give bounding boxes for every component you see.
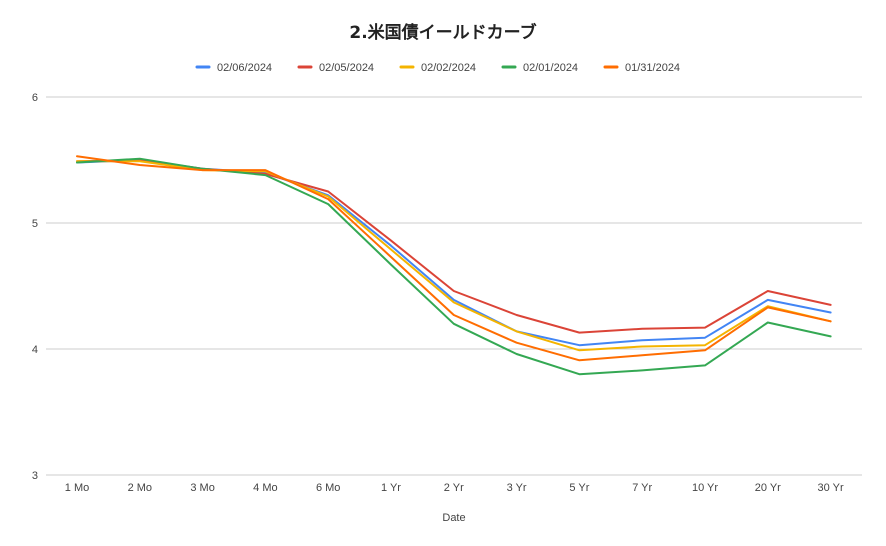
y-tick-label: 5 (32, 218, 38, 230)
legend-item[interactable]: 02/02/2024 (399, 62, 476, 74)
x-tick-label: 7 Yr (632, 482, 652, 494)
x-tick-label: 3 Yr (507, 482, 527, 494)
legend-item[interactable]: 02/05/2024 (297, 62, 374, 74)
x-tick-label: 6 Mo (316, 482, 340, 494)
legend-item[interactable]: 02/06/2024 (195, 62, 272, 74)
x-tick-label: 4 Mo (253, 482, 277, 494)
x-axis-title: Date (442, 512, 465, 524)
series-line-01-31-2024[interactable] (76, 155, 832, 362)
x-tick-label: 1 Mo (65, 482, 89, 494)
x-tick-label: 3 Mo (190, 482, 214, 494)
series-line-02-05-2024[interactable] (76, 159, 832, 334)
legend-label: 02/01/2024 (523, 62, 578, 74)
x-tick-label: 5 Yr (569, 482, 589, 494)
x-tick-label: 2 Mo (128, 482, 152, 494)
y-tick-label: 6 (32, 92, 38, 104)
series-line-02-06-2024[interactable] (76, 159, 832, 347)
chart-legend: 02/06/2024 02/05/2024 02/02/2024 02/01/2024… (195, 62, 680, 74)
legend-item[interactable]: 01/31/2024 (603, 62, 680, 74)
x-tick-label: 20 Yr (755, 482, 781, 494)
gridlines (46, 96, 862, 476)
legend-label: 02/06/2024 (217, 62, 272, 74)
legend-item[interactable]: 02/01/2024 (501, 62, 578, 74)
y-tick-label: 4 (32, 344, 38, 356)
series-line-02-01-2024[interactable] (76, 157, 832, 376)
x-tick-label: 2 Yr (444, 482, 464, 494)
y-axis: 3 4 5 6 (32, 92, 38, 482)
legend-label: 01/31/2024 (625, 62, 680, 74)
series-lines (76, 155, 832, 376)
legend-label: 02/02/2024 (421, 62, 476, 74)
chart-title: 2.米国債イールドカーブ (349, 22, 536, 43)
series-line-02-02-2024[interactable] (76, 160, 832, 352)
x-axis: 1 Mo 2 Mo 3 Mo 4 Mo 6 Mo 1 Yr 2 Yr 3 Yr 5 Yr 7 Yr… (65, 482, 844, 494)
x-tick-label: 10 Yr (692, 482, 718, 494)
legend-label: 02/05/2024 (319, 62, 374, 74)
x-tick-label: 30 Yr (818, 482, 844, 494)
x-tick-label: 1 Yr (381, 482, 401, 494)
y-tick-label: 3 (32, 470, 38, 482)
